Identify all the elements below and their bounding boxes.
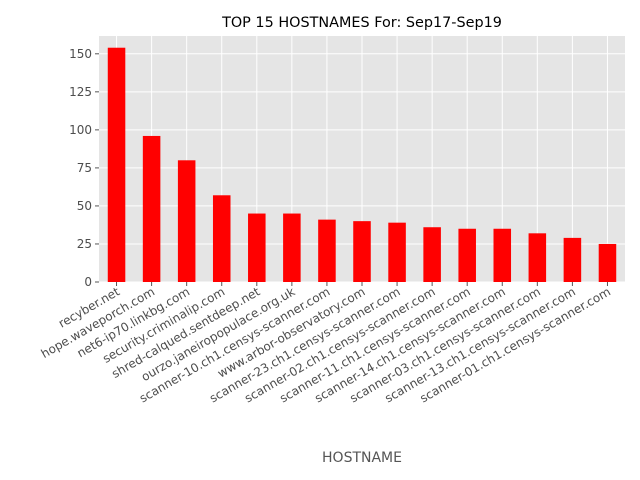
y-tick-label: 75 bbox=[77, 161, 92, 175]
bar-1 bbox=[107, 47, 126, 282]
y-tick-label: 0 bbox=[84, 275, 92, 289]
bar-7 bbox=[318, 219, 336, 282]
bar-3 bbox=[177, 160, 196, 282]
bar-13 bbox=[528, 233, 547, 282]
bar-14 bbox=[563, 237, 582, 282]
x-axis-label: HOSTNAME bbox=[322, 450, 402, 466]
bar-9 bbox=[388, 222, 406, 282]
y-tick-label: 25 bbox=[77, 237, 92, 251]
y-axis-ticks: 0 25 50 75 100 125 150 bbox=[69, 47, 99, 289]
y-tick-label: 100 bbox=[69, 123, 92, 137]
bar-15 bbox=[598, 243, 617, 282]
bar-6 bbox=[283, 213, 301, 282]
y-tick-label: 150 bbox=[69, 47, 92, 61]
chart-title: TOP 15 HOSTNAMES For: Sep17-Sep19 bbox=[221, 15, 502, 31]
x-axis-ticks: recyber.nethope.waveporch.comnet6-ip70.l… bbox=[39, 282, 613, 405]
bar-11 bbox=[458, 228, 476, 282]
y-tick-label: 125 bbox=[69, 85, 92, 99]
y-tick-label: 50 bbox=[77, 199, 92, 213]
bar-10 bbox=[423, 227, 441, 282]
bars bbox=[107, 47, 617, 282]
bar-12 bbox=[493, 228, 512, 282]
bar-4 bbox=[212, 195, 231, 282]
bar-8 bbox=[353, 221, 371, 282]
bar-2 bbox=[142, 135, 161, 282]
bar-5 bbox=[248, 213, 266, 282]
